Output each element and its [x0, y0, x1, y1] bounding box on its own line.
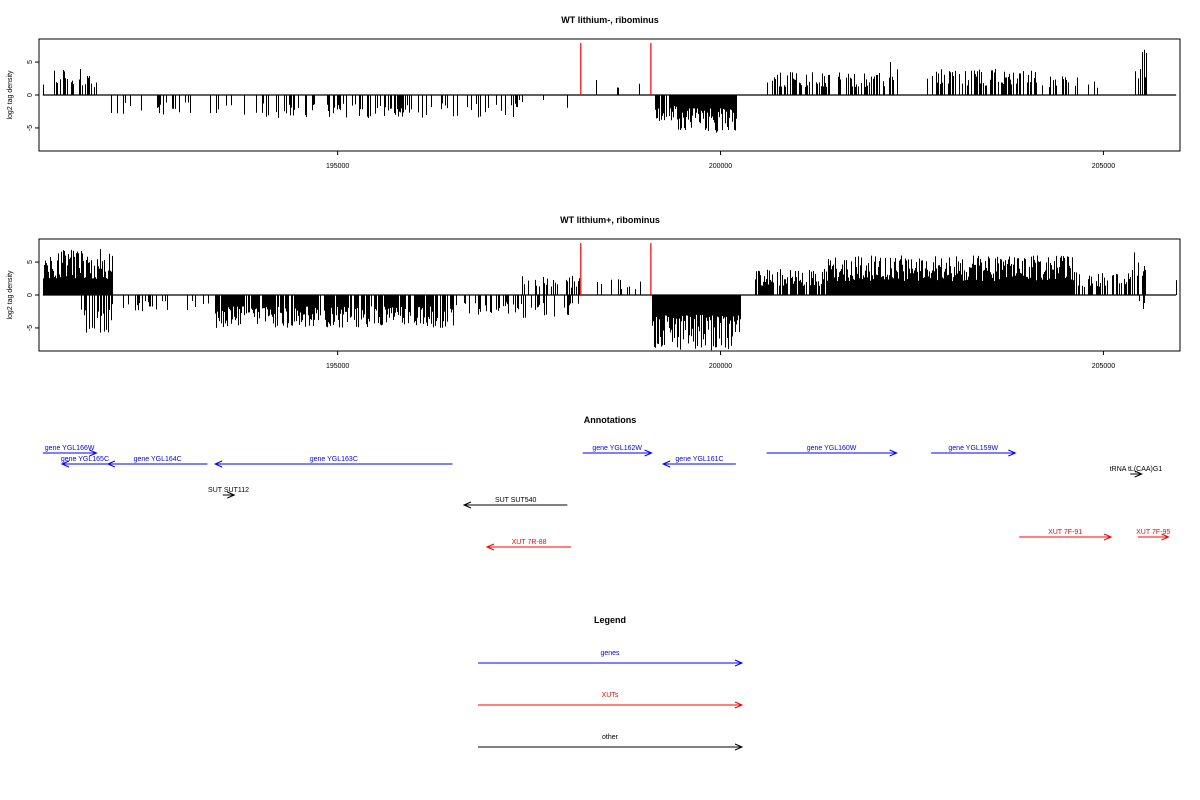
annotation-feature: SUT SUT540: [462, 497, 568, 509]
annotation-feature: gene YGL164C: [106, 456, 208, 468]
annotation-feature: gene YGL162W: [582, 445, 653, 457]
legend-entry: other: [478, 734, 744, 751]
y-axis-label: log2 tag density: [7, 70, 14, 120]
legend-label: other: [602, 734, 619, 741]
annotation-items: gene YGL166W gene YGL165C gene YGL164C gene…: [42, 445, 1170, 551]
annotation-label: gene YGL161C: [675, 456, 723, 463]
y-tick-label: 0: [27, 293, 34, 297]
annotation-label: SUT SUT540: [495, 497, 537, 504]
annotation-label: XUT 7F-95: [1136, 529, 1170, 536]
annotation-feature: SUT SUT112: [208, 487, 249, 499]
bars-group: [42, 249, 1177, 351]
legend-panel: Legend genes XUTs other: [478, 615, 744, 751]
annotation-arrow-head: [213, 460, 223, 468]
x-tick-label: 195000: [326, 163, 349, 170]
annotation-feature: gene YGL165C: [60, 456, 109, 468]
legend-arrow-head: [734, 743, 744, 751]
annotation-arrow-head: [485, 543, 495, 551]
annotation-label: gene YGL165C: [61, 456, 109, 463]
annotation-arrow-head: [227, 491, 236, 499]
x-tick-label: 195000: [326, 363, 349, 370]
y-tick-label: -5: [27, 125, 34, 131]
legend-title: Legend: [594, 615, 626, 625]
annotation-feature: gene YGL159W: [931, 445, 1017, 457]
annotation-arrow-head: [60, 460, 70, 468]
annotation-arrow-head: [106, 460, 116, 468]
x-tick-label: 200000: [709, 363, 732, 370]
track-panel-lithium-minus: WT lithium-, ribominus log2 tag density …: [7, 15, 1181, 170]
annotation-feature: XUT 7F-91: [1019, 529, 1113, 541]
legend-arrow-head: [734, 659, 744, 667]
annotation-label: gene YGL164C: [134, 456, 182, 463]
annotations-title: Annotations: [584, 415, 637, 425]
annotation-label: gene YGL162W: [592, 445, 642, 452]
annotation-label: SUT SUT112: [208, 487, 249, 494]
annotation-feature: tRNA tL(CAA)G1: [1110, 466, 1163, 478]
x-tick-label: 205000: [1092, 163, 1115, 170]
annotation-feature: gene YGL166W: [42, 445, 98, 457]
y-axis-label: log2 tag density: [7, 270, 14, 320]
marker-lines-group: [580, 43, 652, 95]
annotation-arrow-head: [889, 449, 898, 457]
track-title: WT lithium-, ribominus: [561, 15, 659, 25]
annotation-arrow-head: [661, 460, 671, 468]
annotation-feature: XUT 7R-88: [485, 539, 572, 551]
y-tick-label: 5: [27, 260, 34, 264]
annotation-feature: gene YGL161C: [661, 456, 736, 468]
annotation-label: tRNA tL(CAA)G1: [1110, 466, 1163, 473]
annotation-label: XUT 7F-91: [1048, 529, 1082, 536]
y-tick-label: 5: [27, 60, 34, 64]
annotation-arrow-head: [1008, 449, 1017, 457]
annotation-label: gene YGL160W: [807, 445, 857, 452]
legend-entry: genes: [478, 650, 744, 667]
bars-group: [42, 49, 1177, 133]
axes-group: 5 0 -5 195000 200000 205000: [27, 260, 1115, 370]
legend-arrow-head: [734, 701, 744, 709]
annotation-feature: gene YGL163C: [213, 456, 453, 468]
annotation-arrow-head: [644, 449, 653, 457]
annotation-label: gene YGL166W: [45, 445, 95, 452]
track-panel-lithium-plus: WT lithium+, ribominus log2 tag density …: [7, 215, 1181, 370]
legend-entry: XUTs: [478, 692, 744, 709]
annotation-feature: XUT 7F-95: [1136, 529, 1170, 541]
annotation-arrow-head: [1103, 533, 1113, 541]
legend-label: XUTs: [602, 692, 619, 699]
y-tick-label: 0: [27, 93, 34, 97]
x-tick-label: 200000: [709, 163, 732, 170]
x-tick-label: 205000: [1092, 363, 1115, 370]
track-title: WT lithium+, ribominus: [560, 215, 660, 225]
marker-lines-group: [580, 243, 652, 295]
annotation-arrow-head: [462, 501, 472, 509]
annotation-label: XUT 7R-88: [512, 539, 547, 546]
annotation-arrow-head: [1134, 470, 1143, 478]
annotation-label: gene YGL163C: [310, 456, 358, 463]
y-tick-label: -5: [27, 325, 34, 331]
annotation-label: gene YGL159W: [948, 445, 998, 452]
legend-items: genes XUTs other: [478, 650, 744, 751]
axes-group: 5 0 -5 195000 200000 205000: [27, 60, 1115, 170]
annotation-arrow-head: [1161, 533, 1170, 541]
annotation-feature: gene YGL160W: [766, 445, 898, 457]
annotation-arrow-head: [89, 449, 98, 457]
legend-label: genes: [600, 650, 620, 657]
